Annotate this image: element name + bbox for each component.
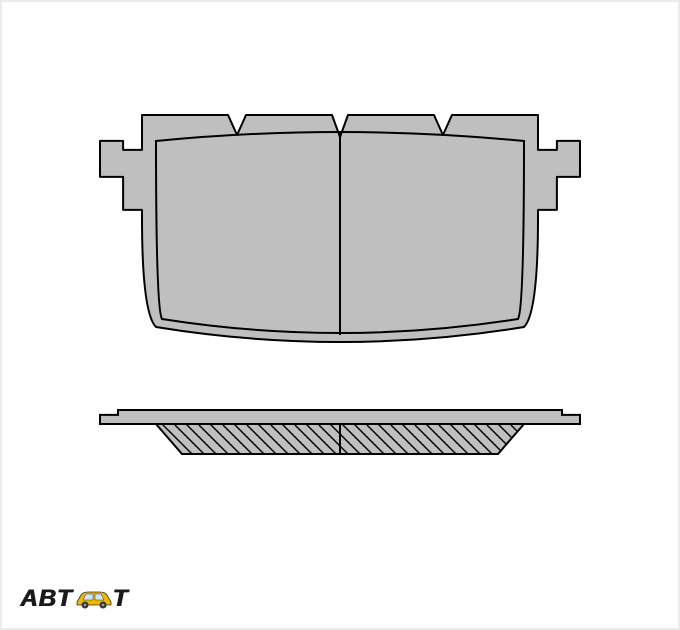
car-icon (74, 588, 114, 610)
watermark-text-right: T (112, 585, 127, 613)
brake-pad-diagram (0, 0, 680, 630)
watermark: ABT T (20, 585, 127, 613)
side-view-plate (100, 410, 580, 424)
watermark-text-left: ABT (20, 585, 72, 613)
diagram-container (0, 0, 680, 630)
